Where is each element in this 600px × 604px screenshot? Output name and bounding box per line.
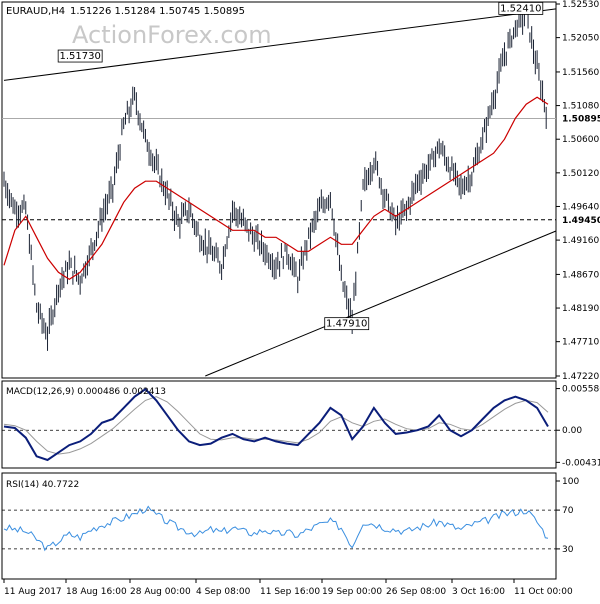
price-layer: 1.52410 1.51730 1.47910 <box>2 2 557 377</box>
moving-average-line <box>3 96 549 281</box>
trendline-2 <box>205 230 557 377</box>
current-price-label: 1.50895 <box>562 115 600 125</box>
rsi-tick-label: 70 <box>562 506 574 516</box>
watermark-text: ActionForex.com <box>72 21 272 49</box>
price-tick-label: 1.48670 <box>562 270 599 280</box>
rsi-layer <box>2 505 556 552</box>
price-tick-label: 1.51560 <box>562 68 599 78</box>
price-tick-label: 1.52050 <box>562 34 599 44</box>
macd-signal-line <box>3 396 549 455</box>
price-tick-label: 1.49160 <box>562 236 599 246</box>
x-tick-label: 19 Sep 00:00 <box>322 587 382 597</box>
price-annotation-label: 1.52410 <box>500 3 541 14</box>
price-tick-label: 1.52530 <box>562 0 599 10</box>
macd-tick-label: -0.004312 <box>562 458 600 468</box>
x-tick-label: 28 Aug 00:00 <box>130 587 191 597</box>
x-tick-label: 18 Aug 16:00 <box>66 587 127 597</box>
macd-panel-frame <box>1 380 557 469</box>
price-annotation-box <box>498 2 544 15</box>
macd-layer <box>2 387 556 462</box>
price-annotation-box <box>324 317 370 331</box>
x-tick-label: 11 Oct 00:00 <box>514 587 573 597</box>
price-tick-label: 1.47220 <box>562 372 599 382</box>
macd-line <box>3 387 549 462</box>
macd-tick-label: 0.005586 <box>562 385 600 395</box>
price-tick-label: 1.48190 <box>562 304 599 314</box>
x-tick-label: 3 Oct 16:00 <box>452 587 505 597</box>
macd-title: MACD(12,26,9) 0.000486 0.002413 <box>6 387 166 397</box>
macd-tick-label: 0.00 <box>562 426 582 436</box>
price-annotation-box <box>57 49 103 63</box>
x-tick-label: 4 Sep 08:00 <box>196 587 251 597</box>
axis-layer: 1.52530 1.52050 1.51560 1.51080 1.50600 1.501… <box>3 0 600 597</box>
price-tick-label: 1.50120 <box>562 169 599 179</box>
price-tick-label: 1.47710 <box>562 338 599 348</box>
rsi-line <box>3 505 549 552</box>
rsi-panel-frame <box>1 472 557 580</box>
x-tick-label: 11 Aug 2017 <box>4 587 62 597</box>
x-tick-label: 26 Sep 08:00 <box>386 587 446 597</box>
price-tick-label: 1.51080 <box>562 102 599 112</box>
price-tick-label: 1.49640 <box>562 202 599 212</box>
rsi-tick-label: 100 <box>562 477 579 487</box>
trendline-1 <box>3 8 557 81</box>
ohlc-label: 1.51226 1.51284 1.50745 1.50895 <box>70 6 245 17</box>
price-panel-frame <box>1 1 557 379</box>
rsi-title: RSI(14) 40.7722 <box>6 480 79 490</box>
symbol-label: EURAUD,H4 <box>6 6 65 17</box>
current-price-label-bg <box>557 112 600 125</box>
rsi-tick-label: 30 <box>562 545 574 555</box>
price-annotation-label: 1.51730 <box>59 51 100 62</box>
price-annotation-label: 1.47910 <box>326 319 367 330</box>
x-tick-label: 11 Sep 16:00 <box>260 587 320 597</box>
level-price-label-bg <box>557 213 600 226</box>
price-tick-label: 1.50600 <box>562 135 599 145</box>
level-price-label: 1.49450 <box>562 216 600 226</box>
